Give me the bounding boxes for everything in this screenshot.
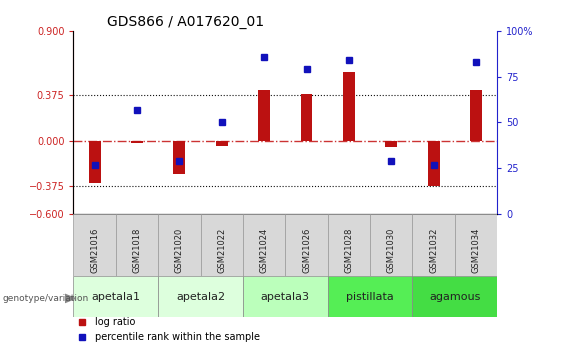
Text: GSM21030: GSM21030 (387, 227, 396, 273)
Bar (343, 72, 355, 141)
Text: pistillata: pistillata (346, 292, 394, 302)
Bar (328, 276, 412, 317)
Bar (385, 141, 397, 147)
Text: apetala2: apetala2 (176, 292, 225, 302)
Bar (201, 214, 243, 276)
Text: apetala1: apetala1 (92, 292, 140, 302)
Text: GSM21032: GSM21032 (429, 227, 438, 273)
Bar (243, 214, 285, 276)
Bar (89, 141, 101, 184)
Text: GSM21022: GSM21022 (218, 228, 226, 273)
Bar (328, 214, 370, 276)
Text: percentile rank within the sample: percentile rank within the sample (95, 332, 260, 342)
Bar (158, 214, 201, 276)
Text: GSM21028: GSM21028 (345, 227, 353, 273)
Bar (158, 276, 243, 317)
Bar (73, 276, 158, 317)
Bar (73, 214, 116, 276)
Bar (370, 214, 412, 276)
Bar (258, 90, 270, 141)
Bar (285, 214, 328, 276)
Text: GSM21020: GSM21020 (175, 228, 184, 273)
Bar (131, 141, 143, 143)
Text: GSM21018: GSM21018 (133, 227, 141, 273)
Text: GSM21034: GSM21034 (472, 227, 480, 273)
Bar (301, 95, 312, 141)
Bar (116, 214, 158, 276)
Bar (428, 141, 440, 186)
Bar (455, 214, 497, 276)
Polygon shape (65, 294, 75, 303)
Bar (412, 276, 497, 317)
Text: GSM21026: GSM21026 (302, 227, 311, 273)
Bar (216, 141, 228, 146)
Bar (470, 90, 482, 141)
Text: agamous: agamous (429, 292, 480, 302)
Bar (243, 276, 328, 317)
Text: genotype/variation: genotype/variation (3, 294, 89, 303)
Text: GSM21016: GSM21016 (90, 227, 99, 273)
Bar (173, 141, 185, 174)
Text: GSM21024: GSM21024 (260, 228, 268, 273)
Text: log ratio: log ratio (95, 317, 135, 327)
Text: apetala3: apetala3 (261, 292, 310, 302)
Text: GDS866 / A017620_01: GDS866 / A017620_01 (107, 14, 264, 29)
Bar (412, 214, 455, 276)
